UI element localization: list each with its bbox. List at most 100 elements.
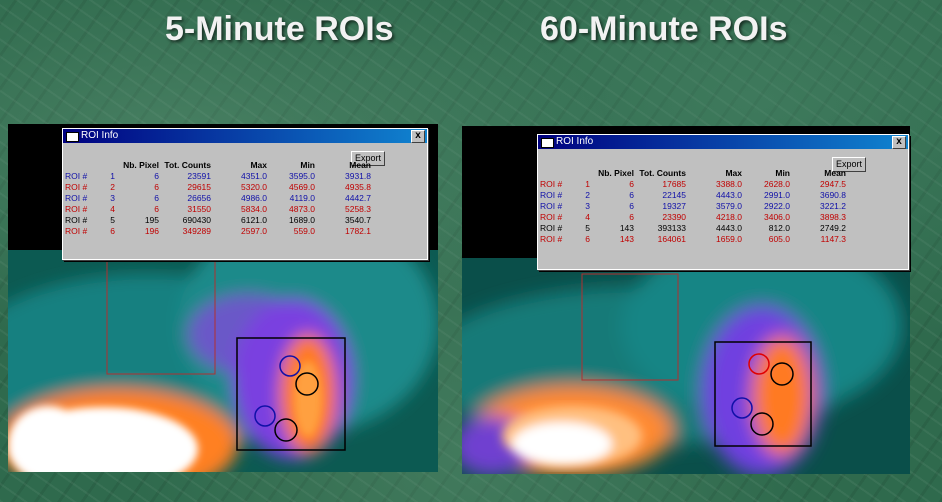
cell-max: 4986.0 xyxy=(241,192,267,203)
export-button[interactable]: Export xyxy=(832,157,866,172)
cell-name: ROI # xyxy=(65,203,88,214)
table-header-row: Nb. Pixel Tot. Counts Max Min Mean xyxy=(65,159,371,170)
window-icon xyxy=(541,138,554,148)
cell-mean: 4442.7 xyxy=(345,192,371,203)
cell-pixels: 6 xyxy=(629,200,634,211)
cell-total: 17685 xyxy=(662,178,686,189)
cell-name: ROI # xyxy=(65,170,88,181)
cell-name: ROI # xyxy=(540,189,563,200)
cell-min: 3406.0 xyxy=(764,211,790,222)
cell-mean: 3931.8 xyxy=(345,170,371,181)
cell-min: 4569.0 xyxy=(289,181,315,192)
column-header: Tot. Counts xyxy=(639,167,686,178)
column-header: Tot. Counts xyxy=(164,159,211,170)
cell-max: 3388.0 xyxy=(716,178,742,189)
cell-id: 3 xyxy=(110,192,115,203)
cell-mean: 3221.2 xyxy=(820,200,846,211)
cell-total: 19327 xyxy=(662,200,686,211)
table-row: ROI # 6 143 164061 1659.0 605.0 1147.3 xyxy=(540,233,846,244)
cell-pixels: 6 xyxy=(154,203,159,214)
cell-min: 4873.0 xyxy=(289,203,315,214)
cell-min: 3595.0 xyxy=(289,170,315,181)
cell-total: 29615 xyxy=(187,181,211,192)
cell-pixels: 143 xyxy=(619,222,634,233)
column-header: Min xyxy=(775,167,790,178)
cell-mean: 3540.7 xyxy=(345,214,371,225)
cell-total: 690430 xyxy=(182,214,211,225)
cell-max: 5320.0 xyxy=(241,181,267,192)
cell-total: 22145 xyxy=(662,189,686,200)
table-row: ROI # 1 6 23591 4351.0 3595.0 3931.8 xyxy=(65,170,371,181)
title-5-minute: 5-Minute ROIs xyxy=(165,10,394,48)
table-row: ROI # 1 6 17685 3388.0 2628.0 2947.5 xyxy=(540,178,846,189)
column-header xyxy=(540,167,576,178)
cell-mean: 5258.3 xyxy=(345,203,371,214)
cell-id: 2 xyxy=(110,181,115,192)
cell-name: ROI # xyxy=(540,233,563,244)
cell-pixels: 6 xyxy=(154,192,159,203)
table-row: ROI # 5 143 393133 4443.0 812.0 2749.2 xyxy=(540,222,846,233)
cell-max: 1659.0 xyxy=(716,233,742,244)
cell-max: 4443.0 xyxy=(716,222,742,233)
table-header-row: Nb. Pixel Tot. Counts Max Min Mean xyxy=(540,167,846,178)
cell-name: ROI # xyxy=(65,192,88,203)
column-header xyxy=(576,167,590,178)
window-titlebar[interactable]: ROI Info x xyxy=(538,135,908,149)
column-header: Mean xyxy=(349,159,371,170)
cell-min: 2628.0 xyxy=(764,178,790,189)
table-row: ROI # 4 6 23390 4218.0 3406.0 3898.3 xyxy=(540,211,846,222)
cell-id: 5 xyxy=(110,214,115,225)
cell-total: 26656 xyxy=(187,192,211,203)
cell-id: 6 xyxy=(585,233,590,244)
window-titlebar[interactable]: ROI Info x xyxy=(63,129,427,143)
cell-pixels: 6 xyxy=(154,181,159,192)
cell-pixels: 196 xyxy=(144,225,159,236)
cell-id: 3 xyxy=(585,200,590,211)
close-button[interactable]: x xyxy=(411,130,425,143)
table-row: ROI # 3 6 26656 4986.0 4119.0 4442.7 xyxy=(65,192,371,203)
cell-mean: 3898.3 xyxy=(820,211,846,222)
table-row: ROI # 3 6 19327 3579.0 2922.0 3221.2 xyxy=(540,200,846,211)
cell-pixels: 6 xyxy=(629,189,634,200)
cell-mean: 4935.8 xyxy=(345,181,371,192)
cell-min: 2922.0 xyxy=(764,200,790,211)
column-header: Nb. Pixel xyxy=(123,159,159,170)
cell-name: ROI # xyxy=(65,181,88,192)
cell-min: 605.0 xyxy=(768,233,790,244)
table-row: ROI # 2 6 22145 4443.0 2991.0 3690.8 xyxy=(540,189,846,200)
window-title: ROI Info xyxy=(556,136,594,147)
export-button[interactable]: Export xyxy=(351,151,385,166)
cell-name: ROI # xyxy=(540,200,563,211)
column-header: Min xyxy=(300,159,315,170)
cell-id: 1 xyxy=(110,170,115,181)
window-title: ROI Info xyxy=(81,130,119,141)
cell-name: ROI # xyxy=(540,222,563,233)
cell-mean: 1782.1 xyxy=(345,225,371,236)
scan-5-minute-graphic xyxy=(8,214,438,472)
cell-pixels: 195 xyxy=(144,214,159,225)
cell-mean: 2749.2 xyxy=(820,222,846,233)
cell-mean: 2947.5 xyxy=(820,178,846,189)
cell-mean: 1147.3 xyxy=(820,233,846,244)
cell-name: ROI # xyxy=(65,225,88,236)
column-header: Max xyxy=(725,167,742,178)
cell-mean: 3690.8 xyxy=(820,189,846,200)
cell-max: 4443.0 xyxy=(716,189,742,200)
title-60-minute: 60-Minute ROIs xyxy=(540,10,788,48)
cell-max: 5834.0 xyxy=(241,203,267,214)
roi-table: Nb. Pixel Tot. Counts Max Min Mean ROI # 1 6 176… xyxy=(540,167,846,244)
roi-table: Nb. Pixel Tot. Counts Max Min Mean ROI #1 6 235… xyxy=(65,159,371,236)
cell-max: 2597.0 xyxy=(241,225,267,236)
cell-min: 812.0 xyxy=(768,222,790,233)
column-header xyxy=(101,159,115,170)
window-icon xyxy=(66,132,79,142)
column-header: Nb. Pixel xyxy=(598,167,634,178)
cell-total: 164061 xyxy=(657,233,686,244)
column-header: Mean xyxy=(824,167,846,178)
table-row: ROI # 4 6 31550 5834.0 4873.0 5258.3 xyxy=(65,203,371,214)
scan-60-minute-graphic xyxy=(462,236,910,474)
cell-min: 1689.0 xyxy=(289,214,315,225)
cell-min: 2991.0 xyxy=(764,189,790,200)
close-button[interactable]: x xyxy=(892,136,906,149)
cell-id: 4 xyxy=(110,203,115,214)
